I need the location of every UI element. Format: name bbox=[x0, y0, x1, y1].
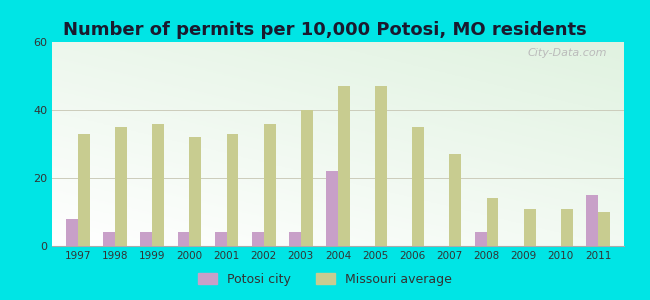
Bar bbox=[289, 232, 301, 246]
Bar bbox=[338, 86, 350, 246]
Bar bbox=[487, 198, 499, 246]
Bar bbox=[152, 124, 164, 246]
Bar bbox=[264, 124, 276, 246]
Bar bbox=[375, 86, 387, 246]
Legend: Potosi city, Missouri average: Potosi city, Missouri average bbox=[194, 268, 456, 291]
Bar bbox=[252, 232, 264, 246]
Bar bbox=[301, 110, 313, 246]
Text: Number of permits per 10,000 Potosi, MO residents: Number of permits per 10,000 Potosi, MO … bbox=[63, 21, 587, 39]
Bar bbox=[103, 232, 115, 246]
Bar bbox=[115, 127, 127, 246]
Bar bbox=[586, 195, 598, 246]
Bar bbox=[189, 137, 202, 246]
Bar bbox=[474, 232, 487, 246]
Bar bbox=[78, 134, 90, 246]
Bar bbox=[326, 171, 338, 246]
Bar bbox=[66, 219, 78, 246]
Bar bbox=[412, 127, 424, 246]
Text: City-Data.com: City-Data.com bbox=[527, 48, 607, 58]
Bar bbox=[449, 154, 462, 246]
Bar bbox=[177, 232, 189, 246]
Bar bbox=[140, 232, 152, 246]
Bar bbox=[227, 134, 239, 246]
Bar bbox=[598, 212, 610, 246]
Bar bbox=[561, 208, 573, 246]
Bar bbox=[524, 208, 536, 246]
Bar bbox=[214, 232, 227, 246]
